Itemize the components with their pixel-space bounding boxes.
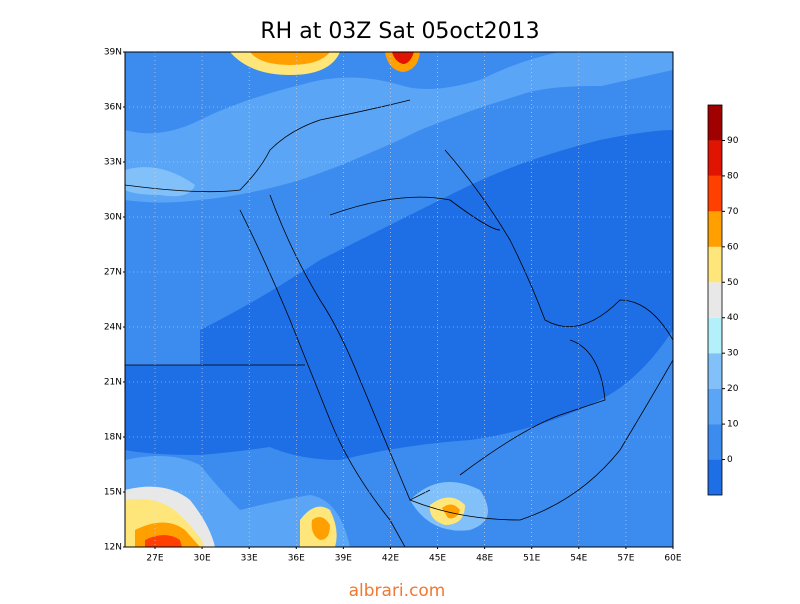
colorbar-label: 30 bbox=[727, 349, 739, 359]
lat-label: 15N bbox=[104, 488, 122, 498]
lat-label: 39N bbox=[104, 48, 122, 58]
lon-label: 57E bbox=[617, 554, 634, 564]
colorbar-segment bbox=[708, 211, 722, 247]
lat-label: 27N bbox=[104, 268, 122, 278]
colorbar-label: 60 bbox=[727, 242, 739, 252]
lon-label: 60E bbox=[664, 554, 681, 564]
colorbar-label: 20 bbox=[727, 384, 739, 394]
colorbar-segment bbox=[708, 140, 722, 176]
graticule bbox=[123, 51, 674, 549]
lon-label: 39E bbox=[335, 554, 352, 564]
lon-label: 30E bbox=[194, 554, 211, 564]
colorbar-segment bbox=[708, 353, 722, 389]
colorbar: 0 10 20 30 40 50 60 70 80 90 bbox=[707, 104, 739, 496]
lat-label: 30N bbox=[104, 213, 122, 223]
colorbar-segment bbox=[708, 282, 722, 318]
colorbar-label: 40 bbox=[727, 313, 739, 323]
colorbar-segment bbox=[708, 424, 722, 460]
colorbar-label: 80 bbox=[727, 171, 739, 181]
lat-label: 33N bbox=[104, 158, 122, 168]
lon-label: 27E bbox=[146, 554, 163, 564]
lon-label: 42E bbox=[382, 554, 399, 564]
colorbar-frame bbox=[707, 104, 723, 496]
map-frame bbox=[124, 51, 674, 548]
colorbar-segment bbox=[708, 388, 722, 425]
watermark: albrari.com bbox=[349, 581, 446, 600]
lon-label: 36E bbox=[288, 554, 305, 564]
colorbar-label: 0 bbox=[727, 455, 733, 465]
lon-label: 33E bbox=[241, 554, 258, 564]
rh-field bbox=[125, 52, 673, 547]
colorbar-label: 10 bbox=[727, 420, 739, 430]
lon-label: 45E bbox=[429, 554, 446, 564]
lat-label: 12N bbox=[104, 543, 122, 553]
colorbar-label: 90 bbox=[727, 136, 739, 146]
colorbar-segment bbox=[708, 317, 722, 354]
lat-label: 18N bbox=[104, 433, 122, 443]
lon-label: 48E bbox=[476, 554, 493, 564]
lat-label: 21N bbox=[104, 378, 122, 388]
map-title: RH at 03Z Sat 05oct2013 bbox=[260, 19, 539, 44]
colorbar-segment bbox=[708, 459, 722, 495]
lon-label: 54E bbox=[570, 554, 587, 564]
lon-label: 51E bbox=[523, 554, 540, 564]
colorbar-label: 50 bbox=[727, 278, 739, 288]
lat-label: 24N bbox=[104, 323, 122, 333]
colorbar-label: 70 bbox=[727, 207, 739, 217]
colorbar-segment bbox=[708, 175, 722, 212]
colorbar-segment bbox=[708, 105, 722, 141]
lat-label: 36N bbox=[104, 103, 122, 113]
colorbar-segment bbox=[708, 246, 722, 283]
